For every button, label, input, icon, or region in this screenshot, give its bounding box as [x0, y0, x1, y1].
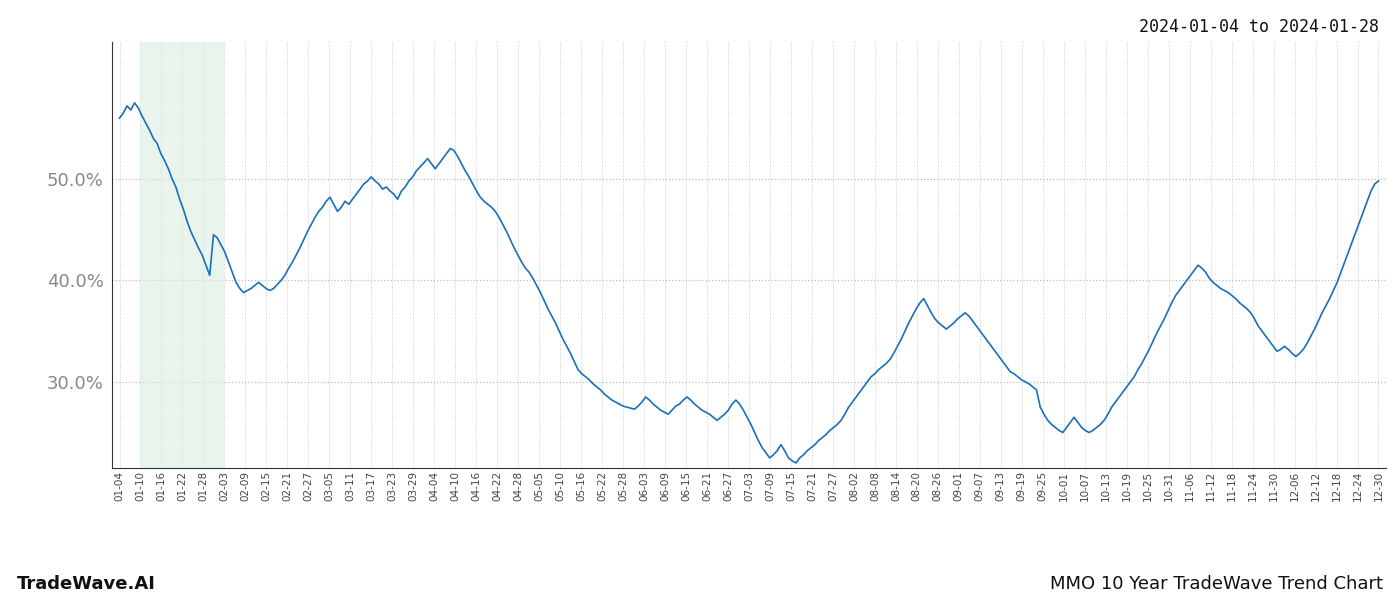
- Text: MMO 10 Year TradeWave Trend Chart: MMO 10 Year TradeWave Trend Chart: [1050, 575, 1383, 593]
- Bar: [140, 42, 224, 468]
- Text: TradeWave.AI: TradeWave.AI: [17, 575, 155, 593]
- Text: 2024-01-04 to 2024-01-28: 2024-01-04 to 2024-01-28: [1140, 18, 1379, 36]
